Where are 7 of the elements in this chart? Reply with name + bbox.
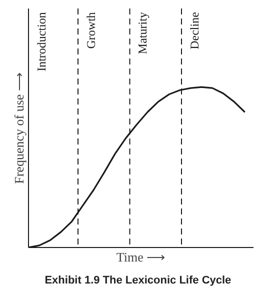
text: Decline [187, 12, 202, 50]
text: Introduction [34, 12, 48, 72]
x-axis-title: Time ⟶ [116, 250, 166, 264]
y-axis-title: Frequency of use ⟶ [12, 72, 26, 184]
text: Exhibit 1.9 The Lexiconic Life Cycle [44, 274, 232, 286]
text: Growth [84, 12, 98, 49]
text: Maturity [136, 12, 150, 54]
